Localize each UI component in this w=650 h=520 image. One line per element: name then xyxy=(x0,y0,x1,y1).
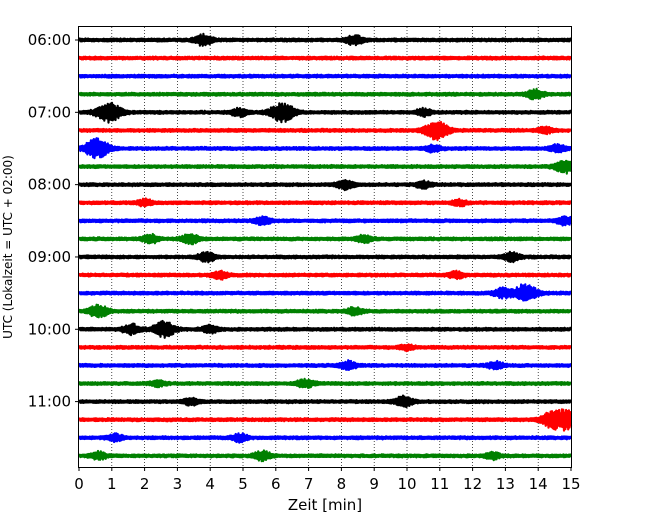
trace-0745 xyxy=(77,159,573,175)
y-tick-label: 10:00 xyxy=(28,320,71,338)
trace-1015 xyxy=(77,343,573,353)
trace-1045 xyxy=(77,377,573,389)
trace-0830 xyxy=(77,215,573,227)
x-tick-label: 7 xyxy=(304,475,314,493)
trace-0615 xyxy=(77,55,573,61)
x-tick-label: 1 xyxy=(107,475,117,493)
x-axis-label: Zeit [min] xyxy=(288,496,362,514)
y-tick-label: 08:00 xyxy=(28,176,71,194)
x-tick-label: 15 xyxy=(561,475,580,493)
x-axis: 0 1 2 3 4 5 6 7 8 9 10 11 12 13 14 15 xyxy=(74,467,581,493)
trace-1145 xyxy=(77,449,573,463)
trace-0645 xyxy=(77,87,573,101)
trace-0800 xyxy=(77,179,573,192)
trace-0715 xyxy=(77,120,573,142)
trace-0945 xyxy=(77,303,573,319)
trace-1030 xyxy=(77,359,573,371)
x-tick-label: 14 xyxy=(529,475,548,493)
y-tick-label: 07:00 xyxy=(28,103,71,121)
y-axis-label: UTC (Lokalzeit = UTC + 02:00) xyxy=(1,155,15,339)
trace-1130 xyxy=(77,432,573,444)
x-tick-label: 9 xyxy=(369,475,379,493)
trace-0815 xyxy=(77,197,573,208)
plot-frame xyxy=(78,26,572,468)
x-tick-label: 6 xyxy=(271,475,281,493)
x-tick-label: 2 xyxy=(140,475,150,493)
x-tick-label: 13 xyxy=(496,475,515,493)
trace-0915 xyxy=(77,269,573,281)
x-tick-label: 11 xyxy=(430,475,449,493)
x-tick-label: 5 xyxy=(238,475,248,493)
trace-1000 xyxy=(77,319,573,339)
x-tick-label: 4 xyxy=(205,475,215,493)
trace-0900 xyxy=(77,250,573,264)
trace-0730 xyxy=(77,137,573,160)
trace-0700 xyxy=(77,101,573,124)
trace-0930 xyxy=(77,283,573,302)
trace-layer xyxy=(77,32,573,463)
trace-1115 xyxy=(77,408,573,432)
trace-0630 xyxy=(77,73,573,79)
x-tick-label: 12 xyxy=(463,475,482,493)
trace-0845 xyxy=(77,232,573,246)
grid-lines xyxy=(111,27,539,467)
y-tick-label: 11:00 xyxy=(28,393,71,411)
trace-0600 xyxy=(77,32,573,47)
x-tick-label: 10 xyxy=(397,475,416,493)
trace-1100 xyxy=(77,394,573,409)
x-tick-label: 8 xyxy=(337,475,347,493)
y-axis: 06:00 07:00 08:00 09:00 10:00 11:00 xyxy=(28,31,79,411)
x-tick-label: 0 xyxy=(74,475,84,493)
y-tick-label: 06:00 xyxy=(28,31,71,49)
y-tick-label: 09:00 xyxy=(28,248,71,266)
x-tick-label: 3 xyxy=(173,475,183,493)
